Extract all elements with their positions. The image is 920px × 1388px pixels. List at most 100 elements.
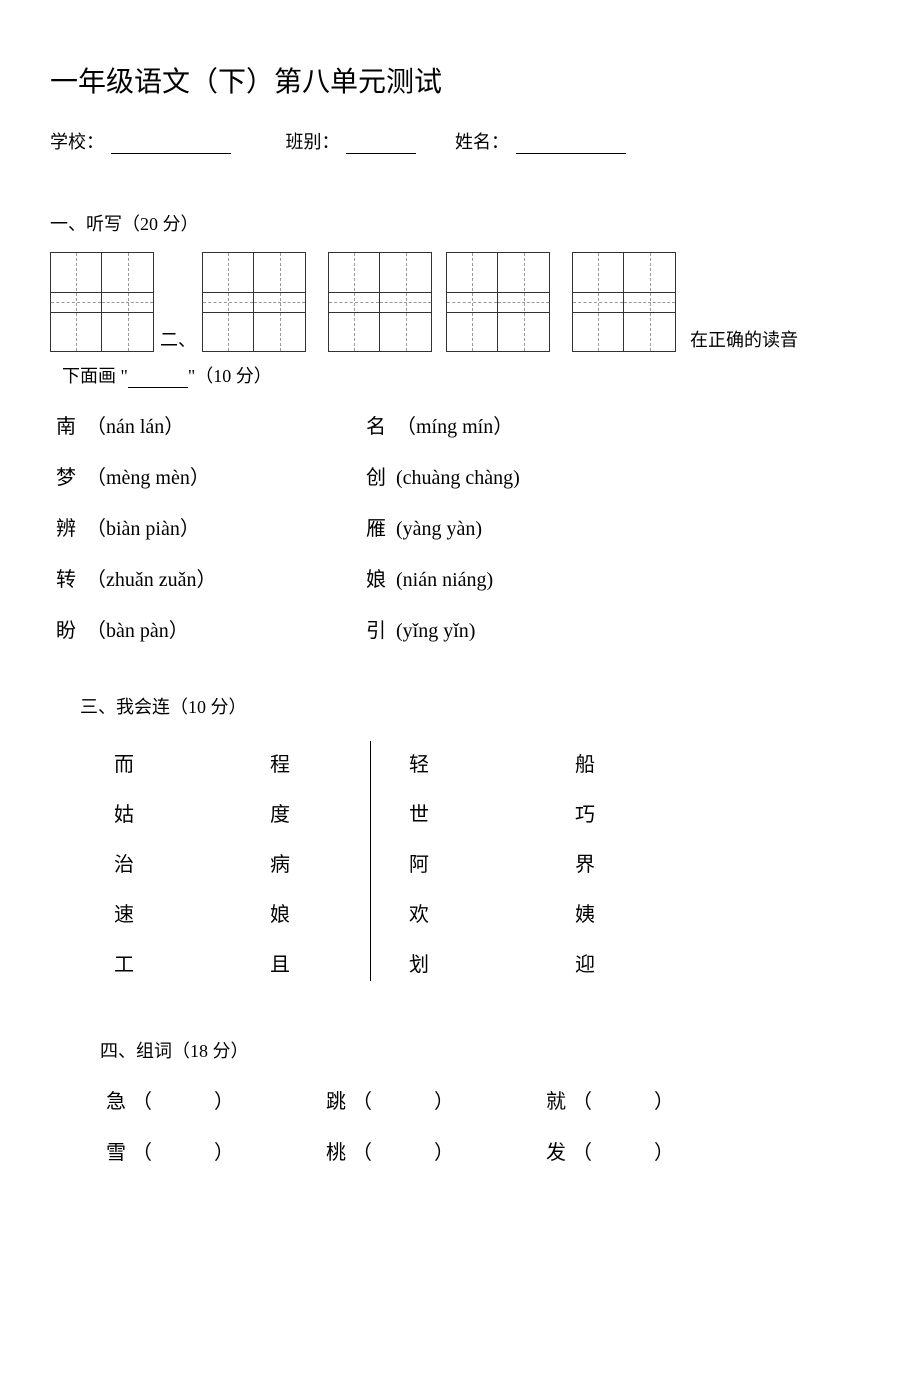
match-char[interactable]: 工	[114, 937, 270, 987]
zuci-item[interactable]: 雪 （ ）	[106, 1136, 326, 1165]
paren-open: （	[352, 1142, 372, 1164]
paren-open: （	[132, 1091, 152, 1113]
section3: 三、我会连（10 分） 而姑治速工 程度病娘且 轻世阿欢划 船巧界姨迎	[80, 693, 870, 987]
writing-grid-pair[interactable]	[202, 252, 306, 352]
pinyin-char: 名	[366, 410, 386, 439]
pinyin-cell: 辨 （biàn piàn）	[56, 512, 366, 541]
match-char[interactable]: 界	[575, 837, 655, 887]
school-label: 学校：	[50, 132, 104, 152]
pinyin-char: 创	[366, 461, 386, 490]
match-char[interactable]: 姨	[575, 887, 655, 937]
pinyin-options[interactable]: (yàng yàn)	[396, 518, 482, 541]
pinyin-cell: 名 （míng mín）	[366, 410, 726, 439]
pinyin-char: 娘	[366, 563, 386, 592]
pinyin-options[interactable]: （zhuǎn zuǎn）	[86, 563, 217, 592]
match-char[interactable]: 娘	[270, 887, 370, 937]
paren-open: （	[572, 1091, 592, 1113]
pinyin-char: 南	[56, 410, 76, 439]
zuci-char: 跳	[326, 1091, 346, 1113]
match-container: 而姑治速工 程度病娘且 轻世阿欢划 船巧界姨迎	[100, 737, 870, 987]
school-blank[interactable]	[111, 136, 231, 154]
match-char[interactable]: 而	[114, 737, 270, 787]
section3-header: 三、我会连（10 分）	[80, 693, 870, 719]
match-char[interactable]: 度	[270, 787, 370, 837]
pinyin-cell: 梦（mèng mèn）	[56, 461, 366, 490]
zuci-item[interactable]: 发（）	[546, 1136, 766, 1165]
pinyin-cell: 引 (yǐng yǐn)	[366, 614, 726, 643]
pinyin-char: 辨	[56, 512, 76, 541]
section4: 四、组词（18 分） 急（）跳（）就（）雪（）桃（）发（）	[100, 1037, 870, 1165]
match-char[interactable]: 病	[270, 837, 370, 887]
pinyin-options[interactable]: （bàn pàn）	[86, 614, 189, 643]
pinyin-cell: 雁 (yàng yàn)	[366, 512, 726, 541]
pinyin-row: 盼 （bàn pàn） 引 (yǐng yǐn)	[56, 614, 870, 643]
match-char[interactable]: 阿	[409, 837, 575, 887]
pinyin-cell: 转 （zhuǎn zuǎn）	[56, 563, 366, 592]
match-char[interactable]: 巧	[575, 787, 655, 837]
page-title: 一年级语文（下）第八单元测试	[50, 60, 870, 100]
match-char[interactable]: 且	[270, 937, 370, 987]
match-left-half: 而姑治速工 程度病娘且	[100, 737, 370, 987]
section2-suffix: "（10 分）	[188, 366, 272, 386]
pinyin-options[interactable]: （nán lán）	[86, 410, 184, 439]
match-char[interactable]: 治	[114, 837, 270, 887]
match-char[interactable]: 划	[409, 937, 575, 987]
writing-grid-pair[interactable]	[446, 252, 550, 352]
pinyin-char: 盼	[56, 614, 76, 643]
match-char[interactable]: 欢	[409, 887, 575, 937]
pinyin-row: 南 （nán lán） 名 （míng mín）	[56, 410, 870, 439]
writing-grid-pair[interactable]	[572, 252, 676, 352]
paren-close: ）	[654, 1142, 674, 1164]
match-char[interactable]: 姑	[114, 787, 270, 837]
match-char[interactable]: 速	[114, 887, 270, 937]
paren-close: ）	[654, 1091, 674, 1113]
match-char[interactable]: 船	[575, 737, 655, 787]
pinyin-options[interactable]: （mèng mèn）	[86, 461, 210, 490]
pinyin-char: 引	[366, 614, 386, 643]
paren-close: ）	[214, 1091, 234, 1113]
zuci-item[interactable]: 急 （ ）	[106, 1085, 326, 1114]
match-char[interactable]: 迎	[575, 937, 655, 987]
match-right-half: 轻世阿欢划 船巧界姨迎	[405, 737, 655, 987]
match-col-4: 船巧界姨迎	[575, 737, 655, 987]
underline-blank	[128, 387, 188, 388]
zuci-char: 雪	[106, 1142, 126, 1164]
match-col-2: 程度病娘且	[270, 737, 370, 987]
paren-open: （	[132, 1142, 152, 1164]
pinyin-char: 转	[56, 563, 76, 592]
paren-close: ）	[214, 1142, 234, 1164]
pinyin-options[interactable]: (chuàng chàng)	[396, 467, 520, 490]
zuci-item[interactable]: 桃（）	[326, 1136, 546, 1165]
paren-close: ）	[434, 1091, 454, 1113]
class-blank[interactable]	[346, 136, 416, 154]
section2-continued: 下面画 ""（10 分）	[62, 362, 870, 388]
writing-grid-pair[interactable]	[328, 252, 432, 352]
zuci-row: 雪（）桃（）发（）	[106, 1136, 870, 1165]
zuci-char: 桃	[326, 1142, 346, 1164]
pinyin-row: 辨 （biàn piàn） 雁 (yàng yàn)	[56, 512, 870, 541]
pinyin-options[interactable]: (yǐng yǐn)	[396, 620, 475, 643]
name-blank[interactable]	[516, 136, 626, 154]
pinyin-options[interactable]: （míng mín）	[396, 410, 513, 439]
zuci-char: 急	[106, 1091, 126, 1113]
match-col-1: 而姑治速工	[100, 737, 270, 987]
paren-open: （	[352, 1091, 372, 1113]
pinyin-options[interactable]: (nián niáng)	[396, 569, 493, 592]
pinyin-options[interactable]: （biàn piàn）	[86, 512, 200, 541]
match-char[interactable]: 轻	[409, 737, 575, 787]
section4-header: 四、组词（18 分）	[100, 1037, 870, 1063]
match-col-3: 轻世阿欢划	[405, 737, 575, 987]
pinyin-cell: 娘 (nián niáng)	[366, 563, 726, 592]
section2-marker: 二、	[160, 326, 196, 352]
zuci-item[interactable]: 跳 （ ）	[326, 1085, 546, 1114]
name-label: 姓名：	[455, 132, 509, 152]
section2-trailing: 在正确的读音	[690, 326, 798, 352]
paren-open: （	[572, 1142, 592, 1164]
zuci-item[interactable]: 就（）	[546, 1085, 766, 1114]
writing-grid-pair[interactable]	[50, 252, 154, 352]
match-char[interactable]: 程	[270, 737, 370, 787]
pinyin-char: 雁	[366, 512, 386, 541]
match-char[interactable]: 世	[409, 787, 575, 837]
pinyin-cell: 盼 （bàn pàn）	[56, 614, 366, 643]
pinyin-row: 转 （zhuǎn zuǎn） 娘 (nián niáng)	[56, 563, 870, 592]
